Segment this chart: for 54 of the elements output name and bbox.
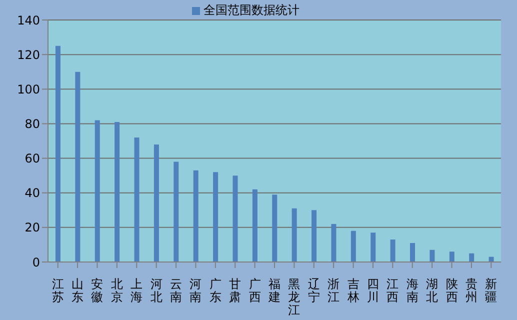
bar: [55, 46, 60, 262]
y-tick-label: 60: [24, 152, 40, 166]
x-tick-label: 广东: [209, 277, 222, 304]
bar: [430, 250, 435, 262]
bar: [449, 252, 454, 262]
y-tick-label: 140: [17, 13, 40, 28]
bar: [469, 253, 474, 262]
bar: [114, 122, 120, 262]
x-tick-label: 甘肃: [229, 277, 242, 304]
x-tick-label: 四川: [366, 277, 379, 304]
x-tick-label: 贵州: [465, 277, 478, 304]
bar: [213, 172, 218, 262]
x-tick-label: 新疆: [485, 277, 498, 304]
y-tick-label: 20: [24, 220, 40, 235]
x-tick-label: 江苏: [52, 277, 64, 304]
bar: [174, 162, 179, 262]
x-tick-label: 湖北: [426, 277, 438, 304]
bar: [134, 138, 140, 262]
bar: [252, 189, 258, 262]
x-tick-label: 黑龙江: [288, 277, 300, 317]
y-tick-label: 120: [17, 48, 40, 62]
bar: [410, 242, 416, 262]
x-tick-label: 陕西: [446, 277, 458, 304]
bar: [193, 170, 198, 262]
x-tick-label: 海南: [406, 277, 418, 304]
bar: [390, 240, 396, 262]
bar: [75, 72, 80, 262]
x-tick-label: 河南: [190, 277, 202, 304]
y-tick-label: 100: [17, 82, 40, 96]
x-tick-label: 辽宁: [308, 277, 320, 304]
x-tick-label: 安徽: [91, 277, 104, 304]
bar: [272, 194, 278, 262]
x-tick-label: 河北: [150, 277, 162, 304]
bar: [94, 120, 100, 262]
x-tick-label: 吉林: [346, 277, 360, 304]
y-tick-label: 0: [32, 255, 40, 270]
x-tick-label: 云南: [170, 277, 182, 304]
bar: [232, 176, 238, 262]
x-tick-label: 上海: [130, 277, 143, 304]
bar: [331, 224, 336, 262]
x-tick-label: 北京: [110, 277, 123, 304]
bar: [350, 230, 356, 262]
y-tick-label: 80: [24, 116, 40, 131]
legend-label: 全国范围数据统计: [204, 3, 300, 17]
bar: [312, 210, 317, 262]
x-tick-label: 江西: [386, 277, 399, 304]
y-tick-label: 40: [24, 186, 40, 200]
x-tick-label: 浙江: [328, 277, 340, 304]
bar: [292, 208, 297, 262]
x-tick-label: 山东: [72, 277, 84, 304]
bar: [370, 232, 376, 262]
x-tick-label: 福建: [268, 277, 280, 304]
bar: [154, 144, 159, 262]
x-tick-label: 广西: [248, 277, 261, 304]
